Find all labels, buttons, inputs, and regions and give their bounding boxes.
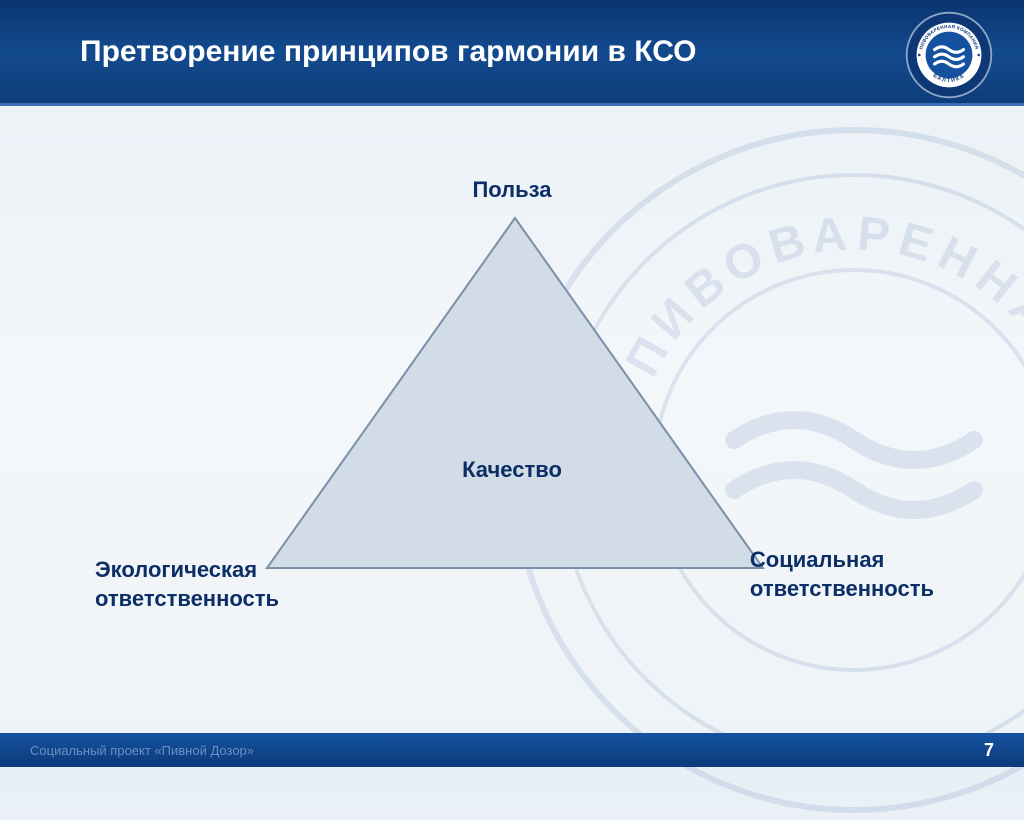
label-br-line2: ответственность [750, 576, 934, 601]
label-center: Качество [462, 456, 562, 485]
company-logo: ПИВОВАРЕННАЯ КОМПАНИЯ БАЛТИКА [904, 10, 994, 100]
label-bl-line1: Экологическая [95, 557, 257, 582]
slide-footer: Социальный проект «Пивной Дозор» 7 [0, 733, 1024, 767]
slide-title: Претворение принципов гармонии в КСО [80, 33, 696, 71]
slide-header: Претворение принципов гармонии в КСО ПИВ… [0, 0, 1024, 106]
footer-page-number: 7 [984, 740, 994, 761]
label-bl-line2: ответственность [95, 586, 279, 611]
footer-project-text: Социальный проект «Пивной Дозор» [30, 743, 254, 758]
label-bottom-right: Социальная ответственность [750, 546, 934, 603]
label-bottom-left: Экологическая ответственность [95, 556, 279, 613]
label-top-vertex: Польза [472, 176, 551, 205]
slide-content: Польза Качество Экологическая ответствен… [0, 106, 1024, 733]
label-br-line1: Социальная [750, 547, 884, 572]
triangle-diagram [265, 216, 765, 570]
